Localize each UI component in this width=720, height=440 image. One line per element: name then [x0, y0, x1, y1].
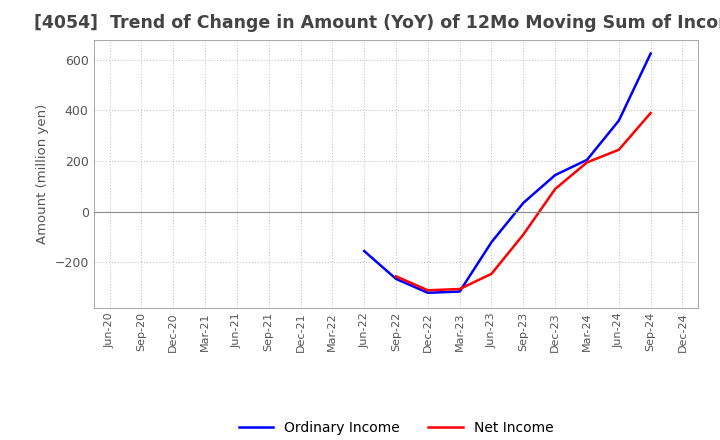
Ordinary Income	[614, 118, 623, 123]
Ordinary Income	[582, 157, 591, 162]
Net Income	[582, 160, 591, 165]
Net Income	[423, 288, 432, 293]
Ordinary Income	[647, 51, 655, 56]
Ordinary Income	[455, 289, 464, 294]
Ordinary Income	[487, 239, 496, 245]
Ordinary Income	[519, 200, 528, 205]
Ordinary Income	[360, 249, 369, 254]
Ordinary Income	[392, 276, 400, 282]
Legend: Ordinary Income, Net Income: Ordinary Income, Net Income	[233, 415, 559, 440]
Net Income	[551, 187, 559, 192]
Net Income	[614, 147, 623, 152]
Net Income	[487, 271, 496, 276]
Net Income	[455, 286, 464, 292]
Line: Net Income: Net Income	[396, 113, 651, 290]
Line: Ordinary Income: Ordinary Income	[364, 54, 651, 293]
Net Income	[519, 232, 528, 237]
Title: [4054]  Trend of Change in Amount (YoY) of 12Mo Moving Sum of Incomes: [4054] Trend of Change in Amount (YoY) o…	[34, 15, 720, 33]
Y-axis label: Amount (million yen): Amount (million yen)	[36, 104, 49, 244]
Net Income	[647, 110, 655, 116]
Ordinary Income	[423, 290, 432, 295]
Net Income	[392, 274, 400, 279]
Ordinary Income	[551, 172, 559, 178]
